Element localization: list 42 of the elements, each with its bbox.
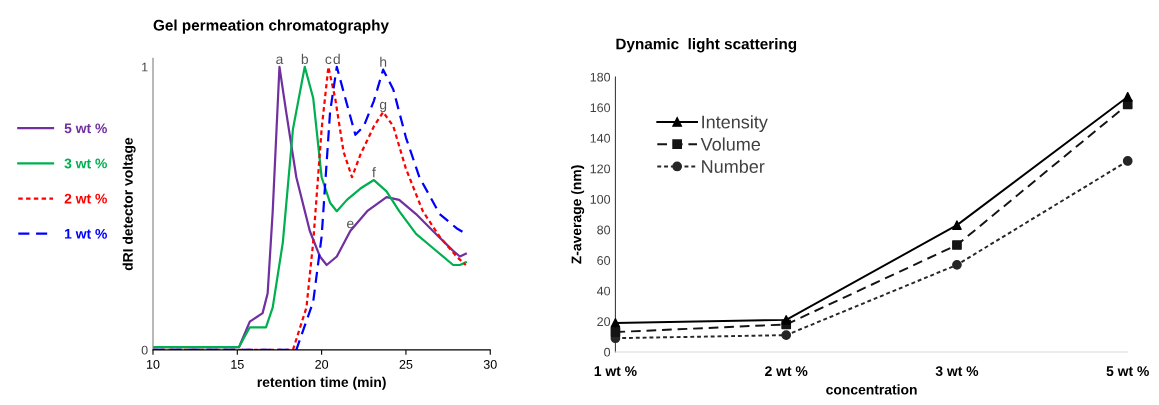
annotation: h (380, 56, 387, 67)
x-tick-label: 20 (315, 359, 329, 369)
legend-label: 1 wt % (65, 228, 107, 239)
annotation: d (333, 53, 340, 65)
y-axis-title: Z-average (nm) (571, 165, 585, 264)
x-tick-label: 3 wt % (935, 366, 979, 377)
legend-label: Volume (700, 137, 761, 151)
y-tick-label: 40 (596, 286, 611, 296)
legend-label: 5 wt % (64, 123, 107, 134)
y-tick-label: 180 (590, 72, 611, 82)
y-tick-label: 0 (141, 345, 148, 355)
legend-label: 2 wt % (64, 193, 107, 204)
x-tick-label: 15 (231, 360, 244, 369)
legend-label: Number (702, 159, 765, 173)
annotation: f (372, 167, 376, 178)
legend-label: 3 wt % (64, 158, 107, 169)
y-tick-label: 1 (142, 62, 148, 72)
y-tick-label: 60 (597, 256, 611, 265)
y-tick-label: 140 (590, 133, 611, 143)
y-tick-label: 0 (604, 347, 611, 357)
legend-label: Intensity (702, 115, 768, 133)
annotation: e (347, 220, 354, 229)
chart-title: Gel permeation chromatography (153, 19, 389, 34)
x-tick-label: 1 wt % (594, 366, 637, 377)
x-tick-label: 2 wt % (765, 366, 808, 377)
y-tick-label: 100 (590, 194, 611, 204)
x-tick-label: 10 (146, 359, 160, 369)
x-tick-label: 25 (399, 359, 413, 369)
annotation: c (325, 56, 332, 65)
y-tick-label: 80 (597, 225, 611, 235)
x-axis-title: concentration (826, 384, 917, 395)
y-tick-label: 160 (590, 103, 611, 113)
y-axis-title: dRI detector voltage (122, 137, 136, 271)
annotation: g (379, 101, 387, 113)
y-tick-label: 120 (590, 164, 611, 174)
x-tick-label: 5 wt % (1106, 366, 1149, 377)
annotation: b (301, 53, 309, 65)
y-tick-label: 20 (597, 317, 611, 327)
chart-title: Dynamic light scattering (616, 38, 797, 53)
x-tick-label: 30 (483, 359, 497, 369)
annotation: a (276, 56, 284, 65)
x-axis-title: retention time (min) (257, 376, 386, 390)
